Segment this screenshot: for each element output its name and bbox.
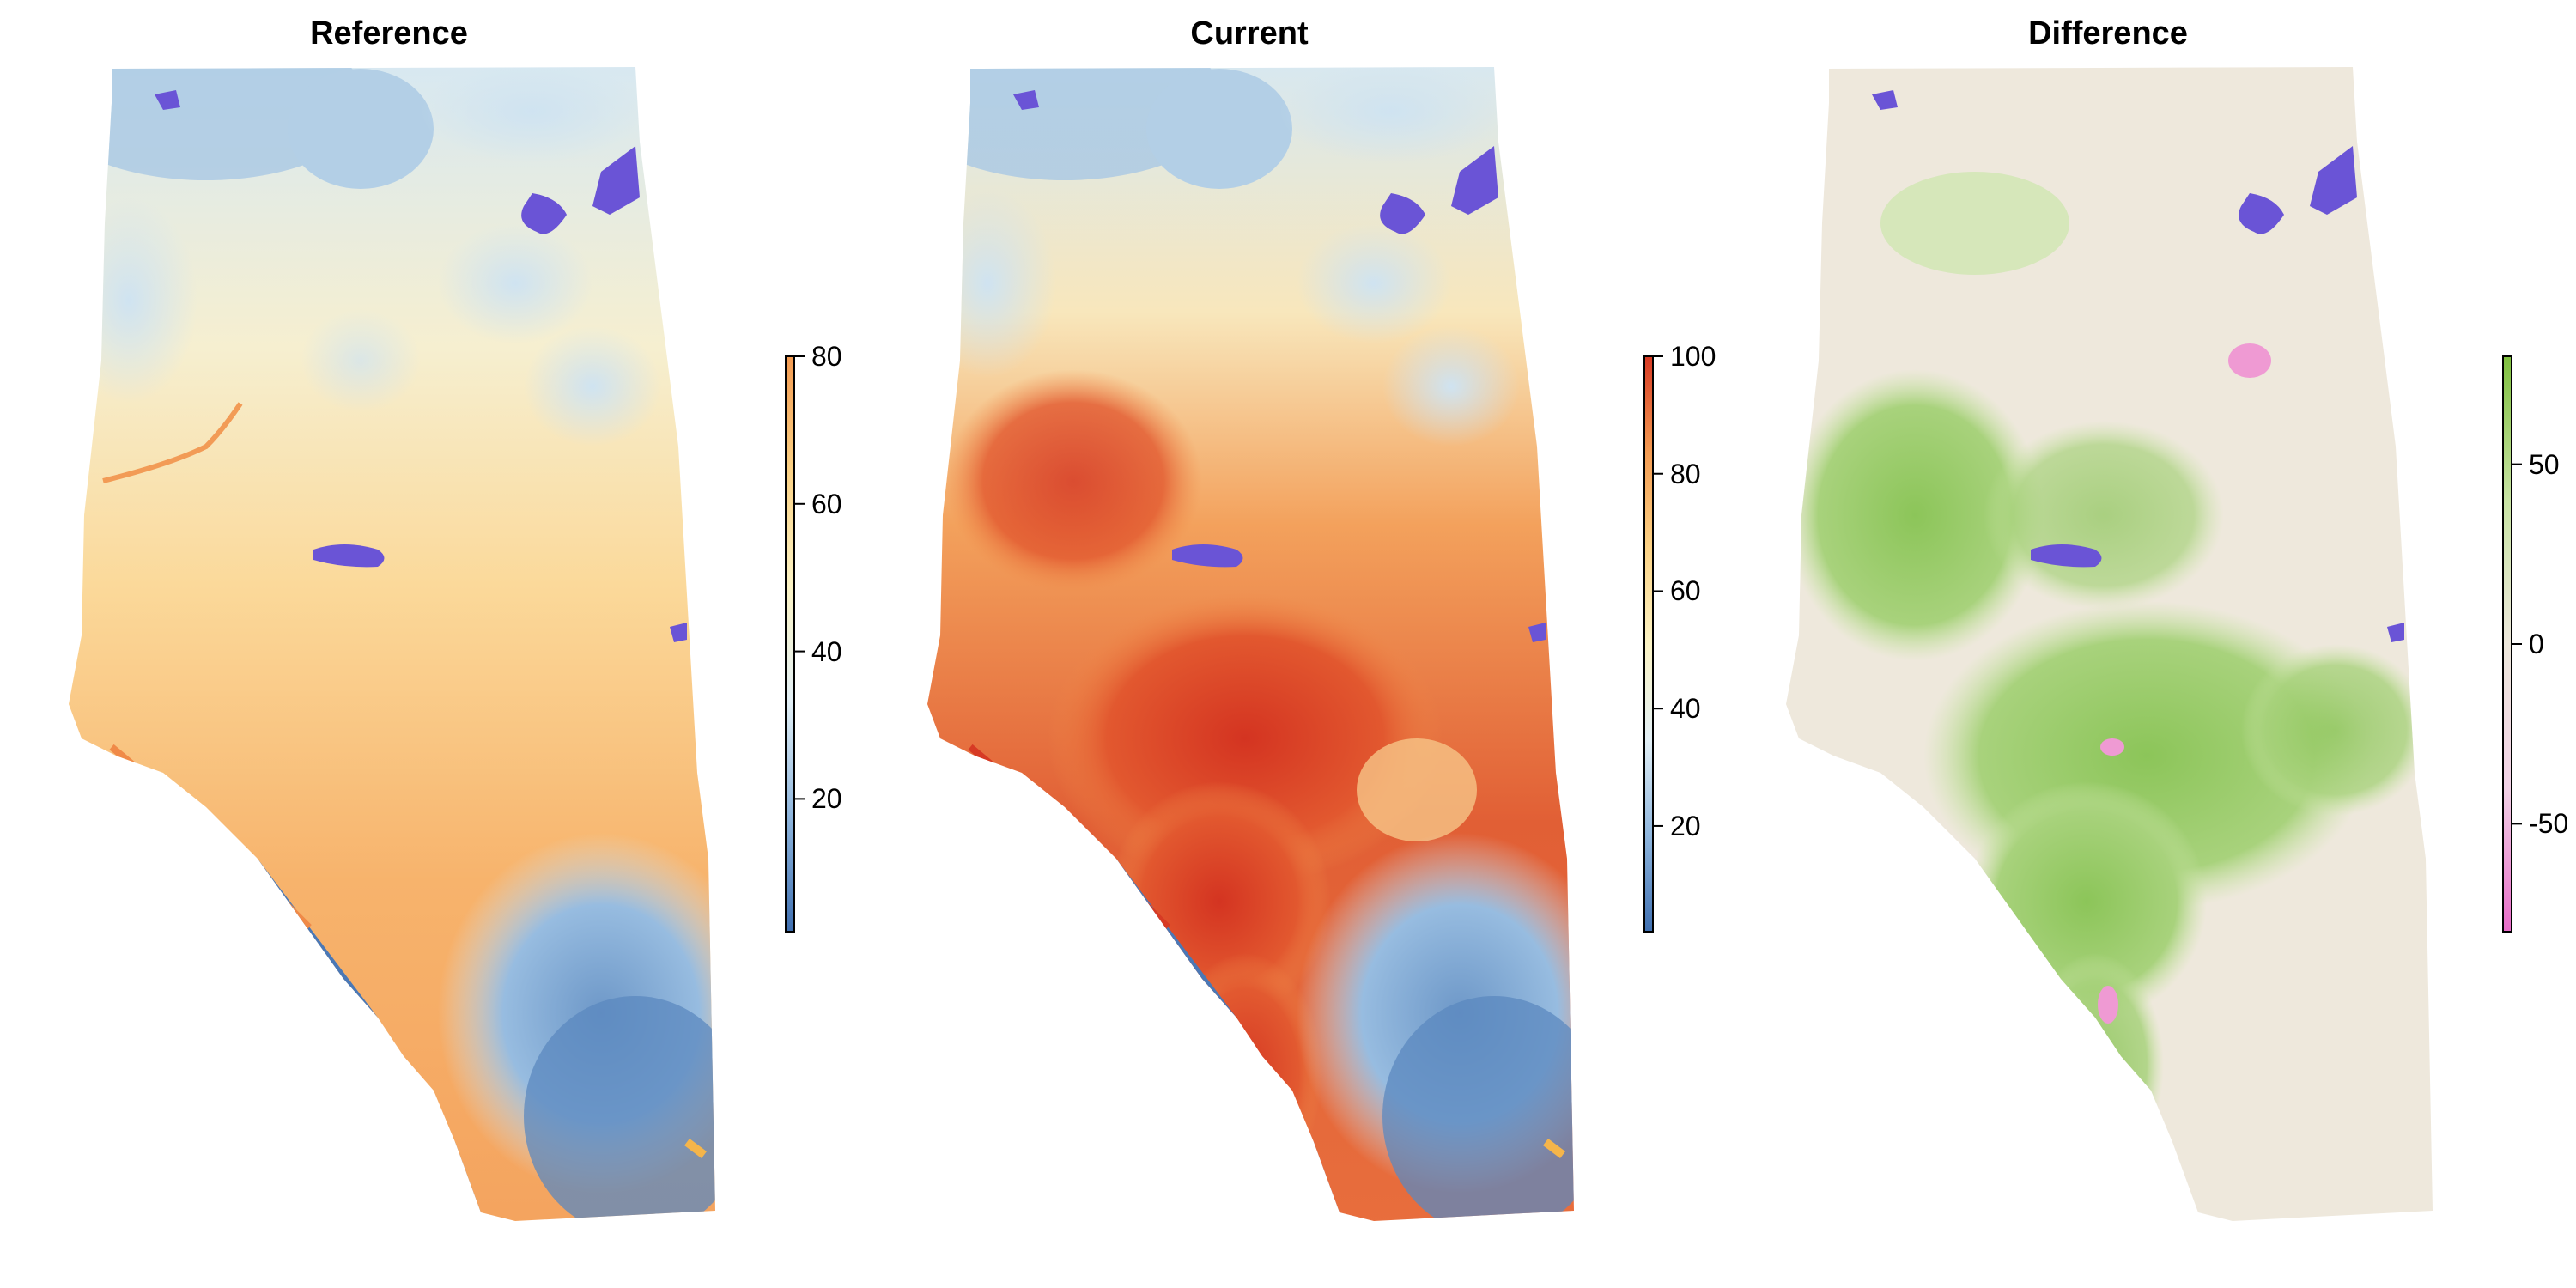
water-body — [1380, 193, 1425, 234]
water-body — [592, 146, 640, 215]
water-body — [1451, 146, 1498, 215]
colorbar — [785, 355, 795, 933]
water-bodies-reference — [155, 90, 687, 642]
colorbar-difference — [2502, 355, 2522, 933]
water-body — [1528, 623, 1546, 642]
colorbar-tick-label: 80 — [1670, 458, 1701, 489]
colorbar-tick-label: 60 — [811, 488, 842, 519]
water-bodies-difference — [1872, 90, 2404, 642]
water-body — [1872, 90, 1898, 110]
colorbar-tick-label: 20 — [1670, 810, 1701, 841]
map-current — [927, 67, 1574, 1221]
panel-title-current: Current — [1190, 15, 1309, 52]
colorbar-tick-label: 20 — [811, 783, 842, 815]
water-body — [155, 90, 180, 110]
water-bodies-current — [1013, 90, 1546, 642]
water-body — [2031, 544, 2102, 568]
water-body — [2239, 193, 2284, 234]
colorbar-tick-label: 40 — [1670, 693, 1701, 725]
colorbar-tick-label: 40 — [811, 635, 842, 667]
water-body — [670, 623, 687, 642]
water-body — [1013, 90, 1039, 110]
colorbar-tick-label: 60 — [1670, 575, 1701, 607]
colorbar-reference — [785, 355, 805, 933]
map-reference — [69, 67, 715, 1221]
colorbar-tick-label: -50 — [2529, 808, 2569, 840]
map-difference — [1786, 67, 2433, 1221]
colorbar-current — [1643, 355, 1663, 933]
colorbar-tick-label: 100 — [1670, 341, 1716, 372]
water-body — [2310, 146, 2357, 215]
water-body — [521, 193, 567, 234]
water-body — [2387, 623, 2404, 642]
colorbar-tick-label: 0 — [2529, 629, 2544, 659]
water-body — [313, 544, 385, 568]
colorbar-tick-label: 50 — [2529, 448, 2560, 480]
water-body — [1172, 544, 1243, 568]
colorbar-tick-label: 80 — [811, 341, 842, 372]
colorbar — [2502, 355, 2512, 933]
colorbar — [1643, 355, 1654, 933]
panel-title-difference: Difference — [2028, 15, 2188, 52]
panel-title-reference: Reference — [310, 15, 468, 52]
